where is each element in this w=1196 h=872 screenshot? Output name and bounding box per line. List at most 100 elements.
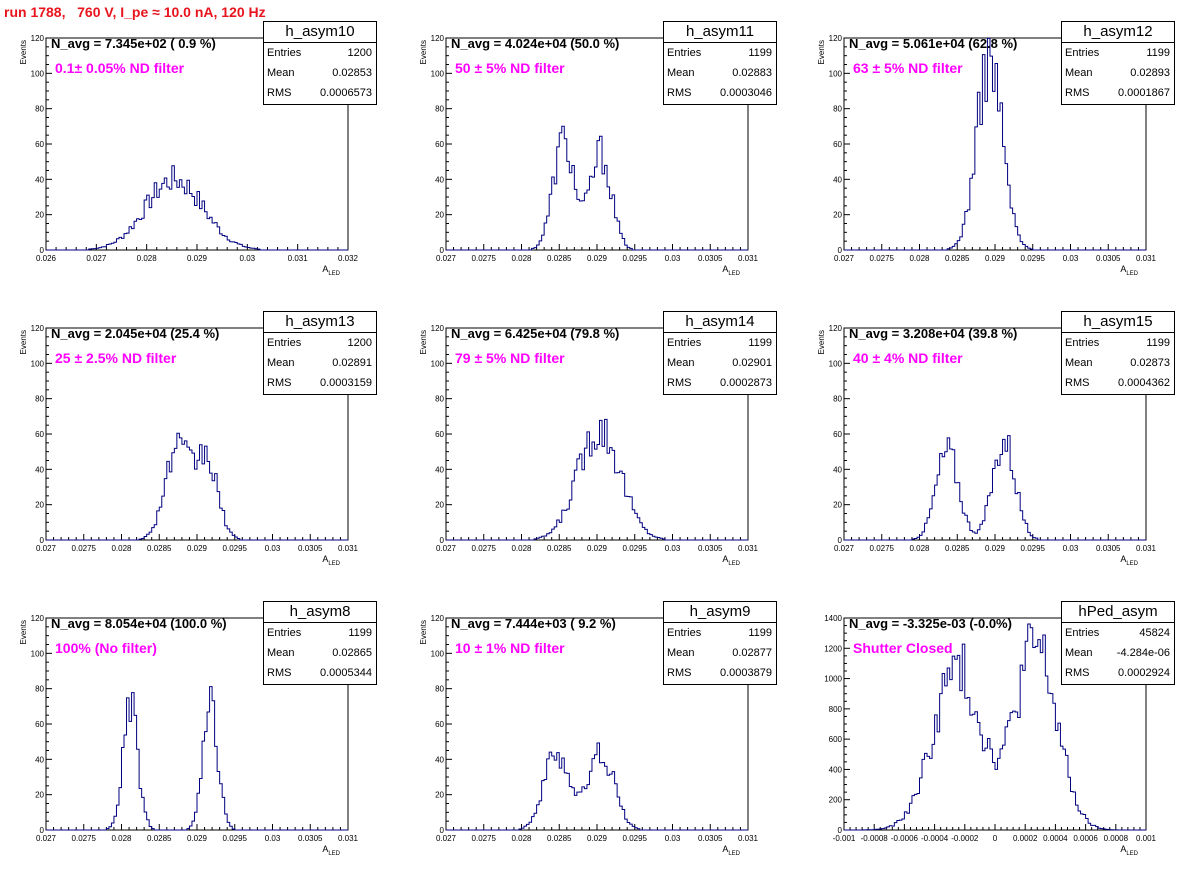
stats-box: h_asym10 Entries 1200 Mean 0.02853 RMS 0.00065…	[263, 21, 377, 105]
x-tick-label: 0.029	[187, 544, 208, 553]
y-tick-label: 120	[31, 34, 45, 43]
stats-value: 0.0001867	[1118, 87, 1170, 99]
stats-box: h_asym11 Entries 1199 Mean 0.02883 RMS 0.00030…	[663, 21, 777, 105]
run-title: run 1788, 760 V, I_pe ≈ 10.0 nA, 120 Hz	[4, 4, 266, 20]
histogram-panel-h_asym13: 0.027 0.0275 0.028 0.0285 0.029 0.0295 0.03 0.0…	[0, 311, 380, 582]
stats-box: h_asym14 Entries 1199 Mean 0.02901 RMS 0.00028…	[663, 311, 777, 395]
histogram-plot: 0.027 0.0275 0.028 0.0285 0.029 0.0295 0.03 0.0…	[817, 34, 1157, 277]
y-tick-label: 20	[435, 791, 444, 800]
stats-row: Entries 1199	[664, 43, 776, 63]
histogram-plot: 0.027 0.0275 0.028 0.0285 0.029 0.0295 0.03 0.0…	[19, 614, 359, 857]
y-tick-label: 20	[833, 211, 842, 220]
y-tick-label: 60	[35, 720, 44, 729]
y-tick-label: 0	[40, 826, 45, 835]
x-tick-label: 0.03	[265, 834, 281, 843]
histogram-panel-h_asym15: 0.027 0.0275 0.028 0.0285 0.029 0.0295 0.03 0.0…	[798, 311, 1178, 582]
x-tick-label: 0.03	[665, 834, 681, 843]
x-tick-label: 0.0305	[1096, 544, 1121, 553]
y-tick-label: 40	[35, 175, 44, 184]
x-tick-label: 0.0305	[298, 544, 323, 553]
y-tick-label: 60	[833, 140, 842, 149]
x-axis-title: ALED	[322, 844, 340, 857]
stats-row: Mean 0.02865	[264, 643, 376, 663]
stats-value: 1199	[748, 47, 772, 59]
stats-key: Mean	[667, 357, 695, 369]
y-tick-label: 60	[435, 140, 444, 149]
stats-row: Mean 0.02877	[664, 643, 776, 663]
x-tick-label: 0.0275	[72, 544, 97, 553]
stats-value: 1200	[347, 337, 372, 349]
stats-key: RMS	[667, 377, 692, 389]
histogram-panel-h_asym11: 0.027 0.0275 0.028 0.0285 0.029 0.0295 0.03 0.0…	[400, 21, 780, 292]
x-tick-label: 0.0295	[223, 834, 248, 843]
x-tick-label: 0.029	[587, 544, 608, 553]
stats-key: Mean	[1065, 67, 1093, 79]
y-tick-label: 20	[35, 211, 44, 220]
x-tick-label: 0.0285	[547, 254, 572, 263]
x-tick-label: 0.031	[738, 544, 759, 553]
stats-value: 1200	[347, 47, 372, 59]
histogram-plot: 0.027 0.0275 0.028 0.0285 0.029 0.0295 0.03 0.0…	[419, 34, 759, 277]
y-axis-title: Events	[19, 330, 28, 354]
stats-row: Mean 0.02883	[664, 63, 776, 83]
y-tick-label: 0	[838, 536, 843, 545]
x-tick-label: 0.03	[265, 544, 281, 553]
x-tick-label: 0.028	[511, 254, 532, 263]
histogram-name: h_asym10	[264, 22, 376, 43]
x-tick-label: 0.0004	[1043, 834, 1068, 843]
stats-value: 0.0005344	[320, 667, 372, 679]
stats-row: RMS 0.0002873	[664, 373, 776, 393]
stats-value: 0.02901	[732, 357, 772, 369]
stats-value: 1199	[1146, 337, 1170, 349]
x-tick-label: 0.027	[436, 834, 457, 843]
y-tick-label: 120	[829, 34, 843, 43]
n-avg-label: N_avg = 4.024e+04 (50.0 %)	[451, 36, 620, 51]
histogram-panel-h_asym8: 0.027 0.0275 0.028 0.0285 0.029 0.0295 0.03 0.0…	[0, 601, 380, 872]
x-tick-label: 0.027	[86, 254, 107, 263]
x-tick-label: 0.0295	[623, 544, 648, 553]
y-tick-label: 120	[31, 614, 45, 623]
stats-row: RMS 0.0002924	[1062, 663, 1174, 683]
x-tick-label: -0.0004	[921, 834, 949, 843]
x-tick-label: 0.031	[1136, 544, 1157, 553]
x-tick-label: -0.0002	[951, 834, 979, 843]
stats-key: RMS	[267, 667, 292, 679]
stats-key: RMS	[267, 377, 292, 389]
n-avg-label: N_avg = -3.325e-03 (-0.0%)	[849, 616, 1012, 631]
stats-row: Entries 1199	[264, 623, 376, 643]
stats-value: 0.02873	[1130, 357, 1170, 369]
n-avg-label: N_avg = 6.425e+04 (79.8 %)	[451, 326, 620, 341]
stats-key: RMS	[1065, 377, 1090, 389]
stats-value: 0.02883	[732, 67, 772, 79]
y-tick-label: 80	[435, 685, 444, 694]
x-tick-label: 0.0305	[698, 834, 723, 843]
filter-label: 63 ± 5% ND filter	[853, 60, 963, 76]
x-tick-label: 0.029	[985, 544, 1006, 553]
histogram-line	[844, 623, 1146, 831]
n-avg-label: N_avg = 2.045e+04 (25.4 %)	[51, 326, 220, 341]
stats-box: h_asym9 Entries 1199 Mean 0.02877 RMS 0.000387…	[663, 601, 777, 685]
stats-box: h_asym15 Entries 1199 Mean 0.02873 RMS 0.00043…	[1061, 311, 1175, 395]
x-tick-label: 0.028	[137, 254, 158, 263]
filter-label: 25 ± 2.5% ND filter	[55, 350, 177, 366]
stats-value: 0.02877	[732, 647, 772, 659]
y-tick-label: 1000	[824, 675, 842, 684]
stats-row: Entries 1199	[664, 333, 776, 353]
x-axis-title: ALED	[1120, 844, 1138, 857]
y-axis-title: Events	[817, 330, 826, 354]
histogram-name: h_asym8	[264, 602, 376, 623]
histogram-panel-h_asym10: 0.026 0.027 0.028 0.029 0.03 0.031 0.032 0 20 40 6…	[0, 21, 380, 292]
stats-key: Mean	[1065, 357, 1093, 369]
stats-row: RMS 0.0005344	[264, 663, 376, 683]
filter-label: 100% (No filter)	[55, 640, 157, 656]
x-tick-label: 0.029	[985, 254, 1006, 263]
stats-row: RMS 0.0006573	[264, 83, 376, 103]
y-tick-label: 120	[31, 324, 45, 333]
histogram-name: h_asym13	[264, 312, 376, 333]
filter-label: 40 ± 4% ND filter	[853, 350, 963, 366]
stats-value: 0.02853	[332, 67, 372, 79]
x-tick-label: 0.028	[909, 254, 930, 263]
filter-label: 0.1± 0.05% ND filter	[55, 60, 185, 76]
stats-value: -4.284e-06	[1116, 647, 1170, 659]
histogram-line	[46, 686, 348, 831]
